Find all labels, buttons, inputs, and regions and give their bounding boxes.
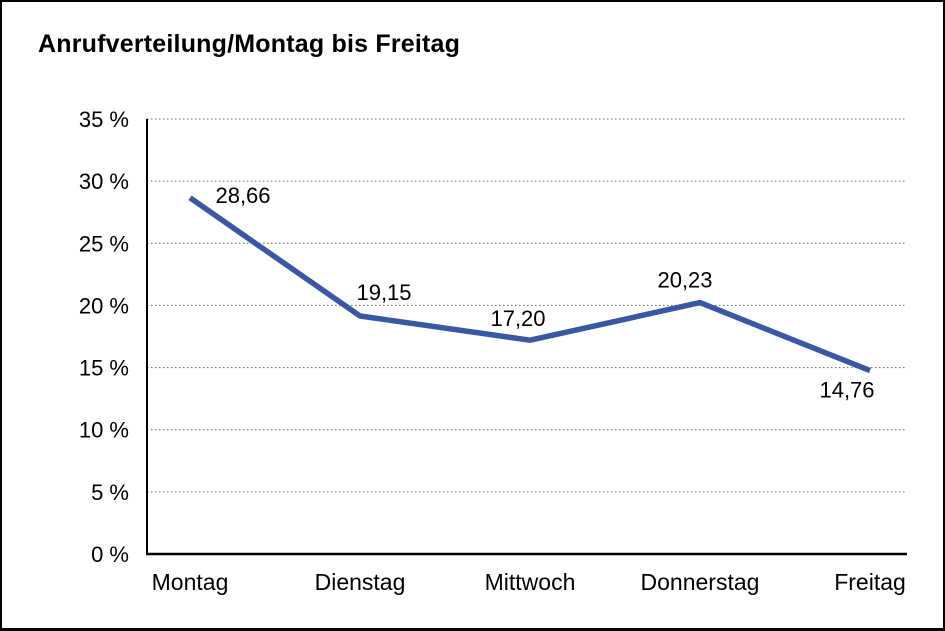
y-tick-label-4: 20 % bbox=[79, 293, 129, 318]
point-value-label-4: 14,76 bbox=[819, 378, 874, 403]
point-value-label-1: 19,15 bbox=[356, 280, 411, 305]
x-category-label-2: Mittwoch bbox=[485, 569, 576, 595]
x-category-label-1: Dienstag bbox=[315, 569, 406, 595]
y-tick-label-7: 35 % bbox=[79, 107, 129, 132]
point-value-label-2: 17,20 bbox=[490, 306, 545, 331]
y-tick-label-1: 5 % bbox=[91, 480, 129, 505]
chart-title: Anrufverteilung/Montag bis Freitag bbox=[38, 30, 461, 58]
x-category-label-0: Montag bbox=[152, 569, 229, 595]
point-value-label-3: 20,23 bbox=[657, 268, 712, 293]
y-tick-label-2: 10 % bbox=[79, 418, 129, 443]
x-category-label-4: Freitag bbox=[834, 569, 906, 595]
y-tick-label-6: 30 % bbox=[79, 169, 129, 194]
y-tick-label-0: 0 % bbox=[91, 542, 129, 567]
y-tick-label-5: 25 % bbox=[79, 231, 129, 256]
data-line-anrufverteilung bbox=[188, 195, 872, 374]
point-value-label-0: 28,66 bbox=[215, 183, 270, 208]
y-tick-label-3: 15 % bbox=[79, 356, 129, 381]
x-category-label-3: Donnerstag bbox=[641, 569, 760, 595]
